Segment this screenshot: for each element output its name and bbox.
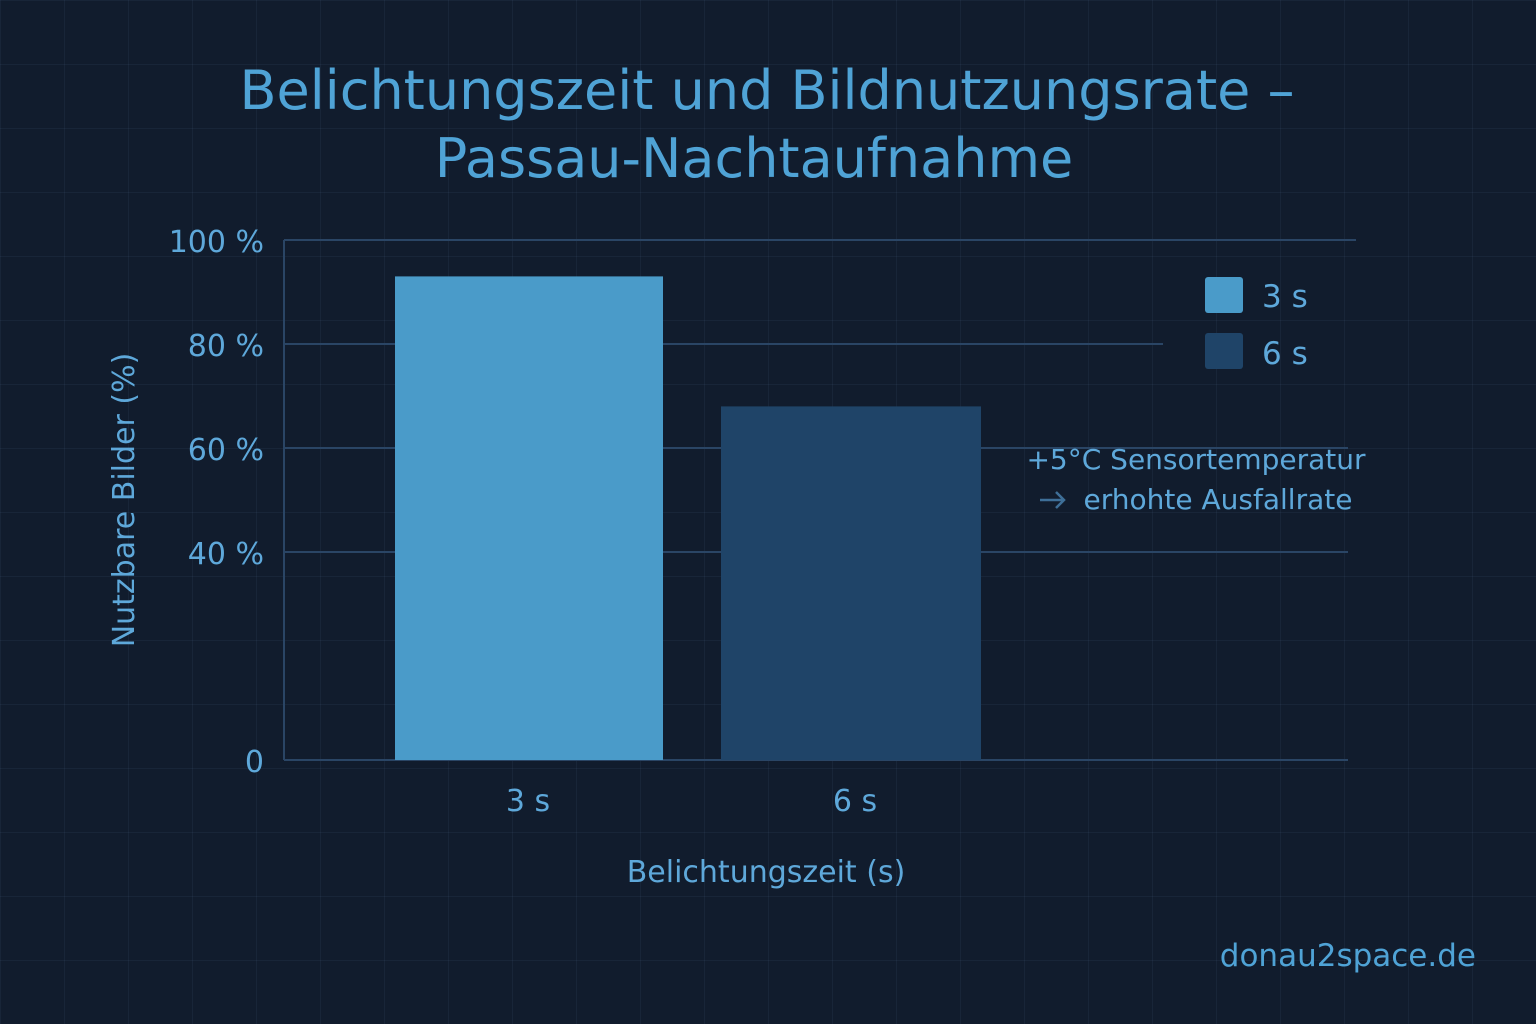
chart-title-line-1: Belichtungszeit und Bildnutzungsrate – [239, 59, 1295, 122]
watermark: donau2space.de [1219, 938, 1476, 974]
legend-label-3s: 3 s [1262, 279, 1308, 315]
y-tick-label: 40 % [188, 537, 264, 572]
y-tick-label: 60 % [188, 433, 264, 468]
bars [395, 276, 981, 760]
x-tick-label: 6 s [833, 784, 877, 819]
chart-title-line-2: Passau-Nachtaufnahme [434, 127, 1074, 190]
annotation-line-2: erhohte Ausfallrate [1084, 483, 1353, 516]
y-tick-label: 100 % [169, 225, 264, 260]
x-tick-label: 3 s [506, 784, 550, 819]
legend-swatch-3s [1205, 277, 1243, 313]
tick-labels: 0 40 % 60 % 80 % 100 % 3 s 6 s [169, 225, 877, 819]
annotation-line-1: +5°C Sensortemperatur [1026, 443, 1366, 476]
legend-label-6s: 6 s [1262, 336, 1308, 372]
y-tick-label: 0 [245, 745, 264, 780]
y-tick-label: 80 % [188, 329, 264, 364]
legend: 3 s 6 s [1205, 277, 1308, 372]
bar-3s [395, 276, 663, 760]
y-axis-title: Nutzbare Bilder (%) [107, 353, 142, 648]
x-axis-title: Belichtungszeit (s) [627, 855, 906, 890]
bar-6s [721, 406, 981, 760]
annotation-arrow-icon [1040, 491, 1066, 509]
legend-swatch-6s [1205, 333, 1243, 369]
annotation: +5°C Sensortemperatur erhohte Ausfallrat… [1026, 443, 1366, 516]
